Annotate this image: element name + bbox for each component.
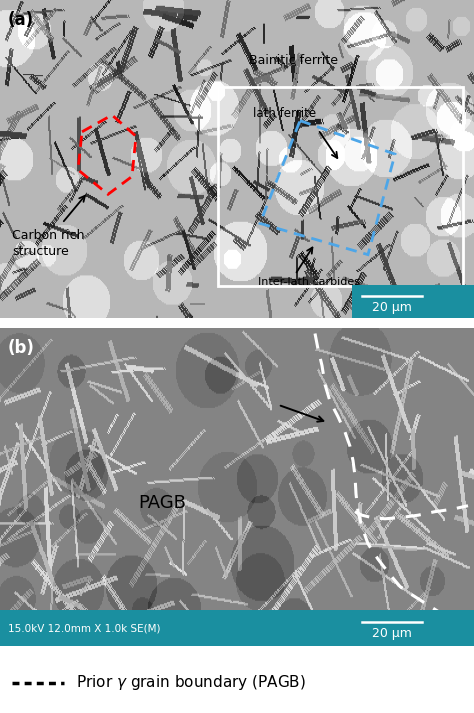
Text: Inter-lath carbides: Inter-lath carbides	[258, 277, 360, 287]
Text: PAGB: PAGB	[138, 494, 186, 513]
Bar	[352, 610, 474, 648]
Text: Prior $\gamma$ grain boundary (PAGB): Prior $\gamma$ grain boundary (PAGB)	[76, 673, 306, 692]
Bar	[0, 610, 355, 648]
Text: 20 μm: 20 μm	[372, 301, 412, 314]
Text: Carbon rich
structure: Carbon rich structure	[12, 229, 84, 258]
Bar	[218, 87, 463, 286]
Text: 20 μm: 20 μm	[372, 627, 412, 640]
Text: (b): (b)	[8, 339, 35, 357]
Bar	[352, 284, 474, 324]
Text: 15.0kV 12.0mm X 1.0k SE(M): 15.0kV 12.0mm X 1.0k SE(M)	[8, 623, 161, 633]
Text: (a): (a)	[8, 11, 34, 29]
Text: Bainitic ferrite: Bainitic ferrite	[249, 54, 338, 67]
Text: lath ferrite: lath ferrite	[253, 107, 316, 120]
